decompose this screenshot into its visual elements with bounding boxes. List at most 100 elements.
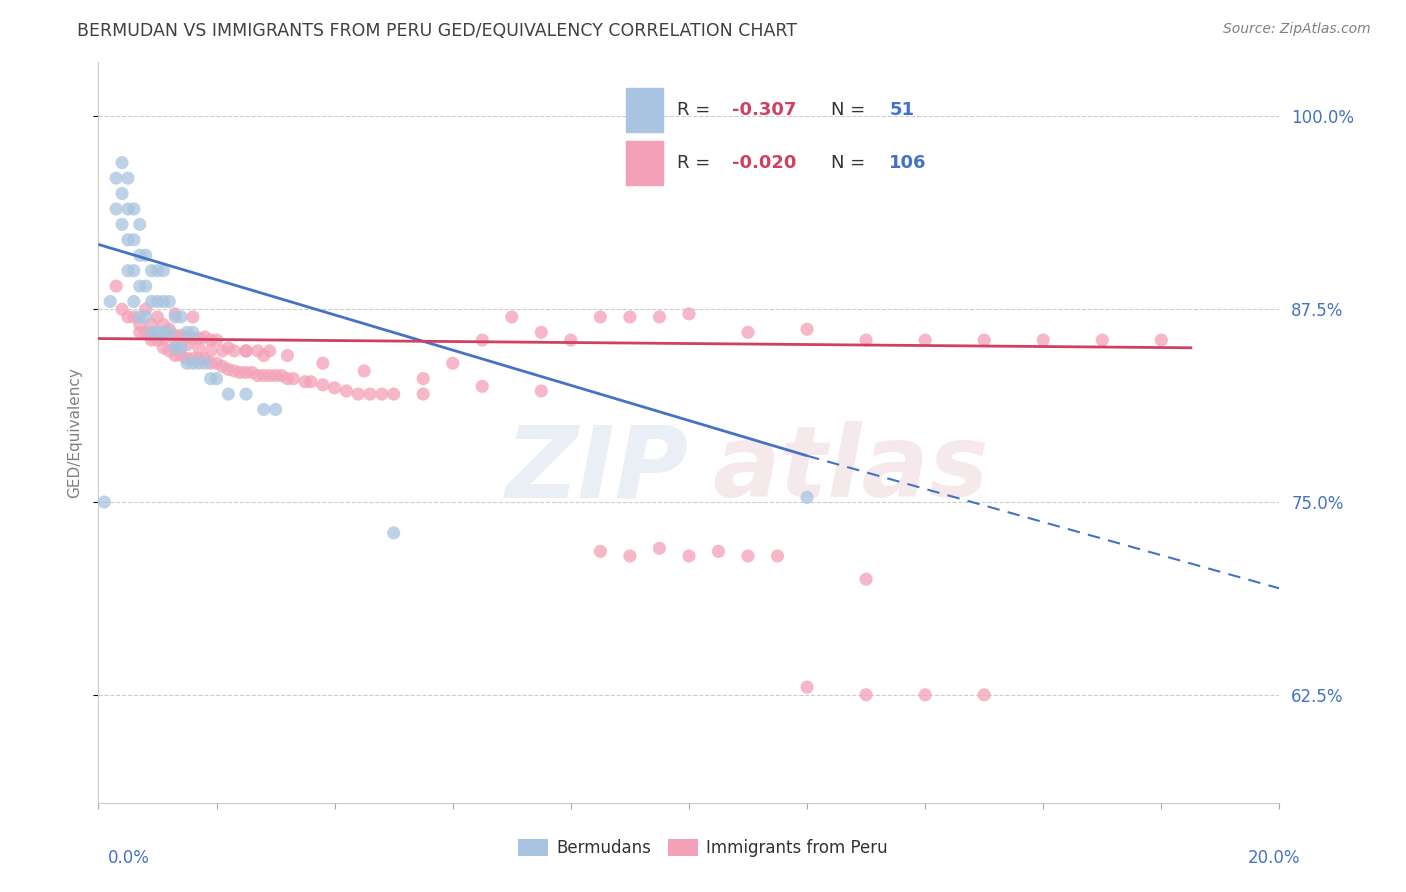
Point bbox=[796, 680, 818, 694]
Point bbox=[165, 341, 187, 355]
Text: N =: N = bbox=[831, 153, 870, 171]
Point bbox=[973, 688, 995, 702]
Point bbox=[200, 371, 222, 385]
Point bbox=[157, 326, 180, 340]
Point bbox=[253, 368, 276, 383]
Point bbox=[146, 294, 169, 309]
Point bbox=[796, 491, 818, 505]
Point bbox=[235, 366, 257, 380]
Point bbox=[648, 310, 671, 324]
Point bbox=[194, 330, 217, 344]
Point bbox=[141, 333, 163, 347]
Text: atlas: atlas bbox=[713, 421, 988, 518]
Point bbox=[299, 375, 322, 389]
Point bbox=[181, 332, 204, 346]
Text: -0.307: -0.307 bbox=[733, 102, 797, 120]
Point bbox=[141, 328, 163, 343]
Point bbox=[973, 333, 995, 347]
Point bbox=[619, 310, 641, 324]
Point bbox=[187, 332, 209, 346]
Point bbox=[105, 171, 128, 186]
Point bbox=[122, 263, 145, 277]
Point bbox=[914, 688, 936, 702]
Point bbox=[589, 544, 612, 558]
Point bbox=[157, 343, 180, 358]
Point bbox=[187, 356, 209, 370]
Point bbox=[707, 544, 730, 558]
Point bbox=[235, 387, 257, 401]
Point bbox=[737, 326, 759, 340]
Point bbox=[619, 549, 641, 563]
Point bbox=[855, 688, 877, 702]
Point bbox=[200, 343, 222, 358]
Point bbox=[176, 330, 198, 344]
Point bbox=[181, 356, 204, 370]
Point bbox=[152, 341, 174, 355]
Point bbox=[294, 375, 316, 389]
Point bbox=[141, 326, 163, 340]
Y-axis label: GED/Equivalency: GED/Equivalency bbox=[66, 368, 82, 498]
Text: R =: R = bbox=[678, 102, 717, 120]
Point bbox=[737, 549, 759, 563]
Point bbox=[264, 368, 287, 383]
Point bbox=[152, 294, 174, 309]
Point bbox=[176, 326, 198, 340]
Point bbox=[170, 310, 193, 324]
Point bbox=[235, 343, 257, 358]
Point bbox=[128, 279, 150, 293]
Point bbox=[194, 351, 217, 366]
Point bbox=[165, 307, 187, 321]
Point bbox=[117, 263, 139, 277]
Point bbox=[224, 343, 246, 358]
Point bbox=[122, 233, 145, 247]
Point bbox=[678, 549, 700, 563]
Point bbox=[589, 310, 612, 324]
Point bbox=[117, 310, 139, 324]
Point bbox=[128, 326, 150, 340]
Point bbox=[105, 279, 128, 293]
Point bbox=[170, 328, 193, 343]
Text: BERMUDAN VS IMMIGRANTS FROM PERU GED/EQUIVALENCY CORRELATION CHART: BERMUDAN VS IMMIGRANTS FROM PERU GED/EQU… bbox=[77, 22, 797, 40]
Point bbox=[157, 322, 180, 336]
Point bbox=[855, 333, 877, 347]
Point bbox=[217, 362, 239, 376]
Point bbox=[105, 202, 128, 216]
Point bbox=[135, 326, 157, 340]
Point bbox=[276, 371, 298, 385]
Point bbox=[141, 318, 163, 332]
Point bbox=[766, 549, 789, 563]
Point bbox=[170, 341, 193, 355]
Point bbox=[128, 218, 150, 232]
Point bbox=[200, 356, 222, 370]
Point bbox=[176, 356, 198, 370]
Point bbox=[152, 332, 174, 346]
Point bbox=[235, 343, 257, 358]
Point bbox=[135, 310, 157, 324]
Legend: Bermudans, Immigrants from Peru: Bermudans, Immigrants from Peru bbox=[512, 832, 894, 864]
Point bbox=[382, 387, 405, 401]
Point bbox=[181, 326, 204, 340]
Point bbox=[141, 263, 163, 277]
Point bbox=[240, 366, 263, 380]
Point bbox=[224, 364, 246, 378]
Point bbox=[135, 248, 157, 262]
Point bbox=[253, 402, 276, 417]
Point bbox=[111, 155, 134, 169]
Point bbox=[1032, 333, 1054, 347]
Point bbox=[128, 318, 150, 332]
Point bbox=[128, 310, 150, 324]
Text: 0.0%: 0.0% bbox=[108, 849, 150, 867]
Point bbox=[111, 218, 134, 232]
Point bbox=[176, 351, 198, 366]
Point bbox=[165, 328, 187, 343]
Point bbox=[914, 333, 936, 347]
Point bbox=[146, 310, 169, 324]
Point bbox=[412, 371, 434, 385]
Point bbox=[146, 263, 169, 277]
Point bbox=[353, 364, 375, 378]
Point bbox=[229, 366, 252, 380]
Point bbox=[471, 333, 494, 347]
Point bbox=[205, 333, 228, 347]
Text: 20.0%: 20.0% bbox=[1249, 849, 1301, 867]
Point bbox=[217, 341, 239, 355]
